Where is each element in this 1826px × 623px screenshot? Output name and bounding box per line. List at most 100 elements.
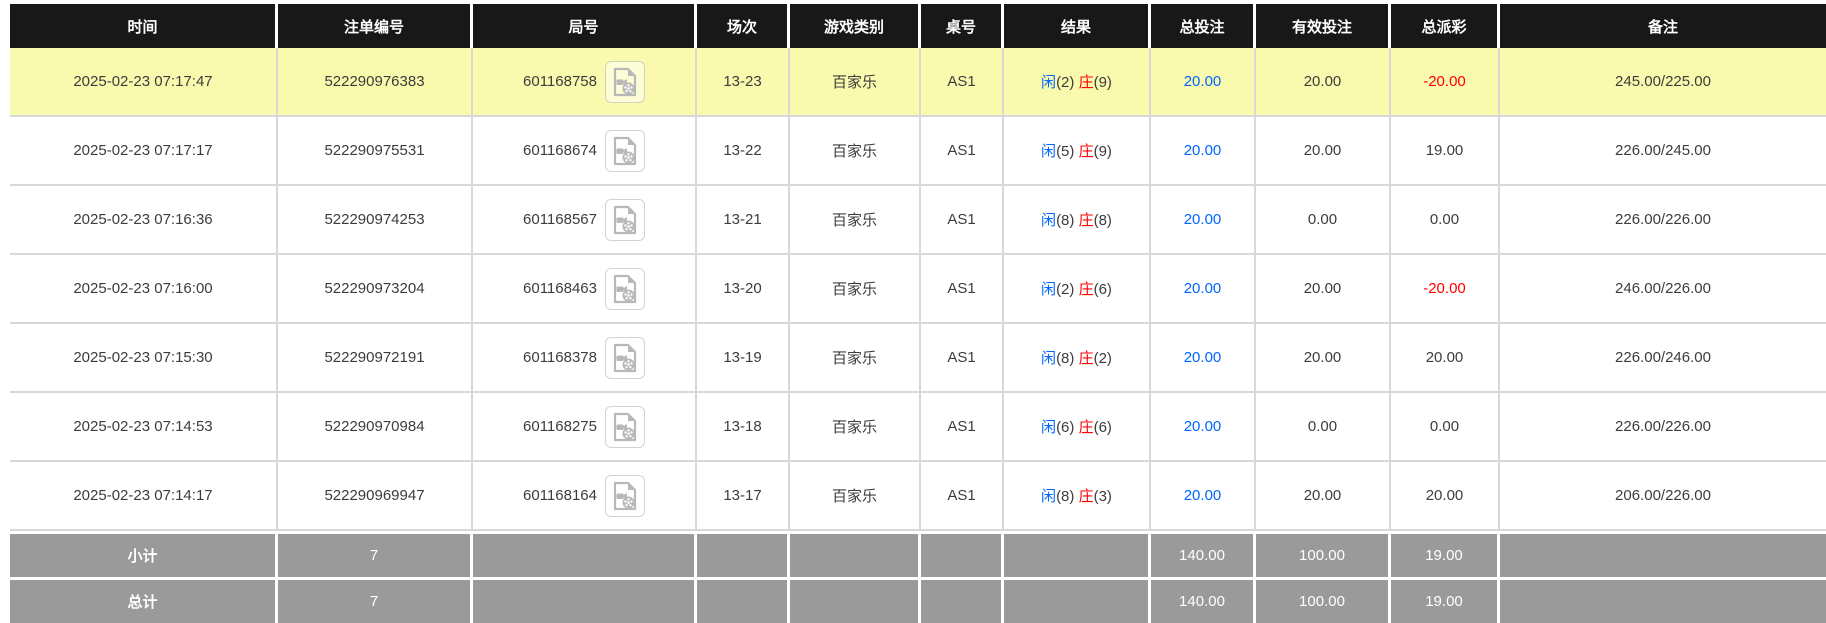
result-player-score: (8) [1056,212,1075,229]
cell-time: 2025-02-23 07:14:53 [10,393,278,462]
cell-result: 闲(6) 庄(6) [1004,393,1151,462]
video-file-icon [613,343,637,372]
cell-round-number: 601168275 [473,393,697,462]
cell-result: 闲(2) 庄(6) [1004,255,1151,324]
result-player-label: 闲 [1041,212,1057,229]
cell-table-no: AS1 [921,117,1004,186]
video-replay-button[interactable] [604,129,645,172]
cell-round-number: 601168674 [473,117,697,186]
video-file-icon [613,205,637,234]
result-player-label: 闲 [1041,143,1057,160]
result-banker-label: 庄 [1078,212,1094,229]
column-header-table-no: 桌号 [921,4,1004,48]
subtotal-empty-table [921,531,1004,577]
video-replay-button[interactable] [604,198,645,241]
cell-game-type: 百家乐 [790,462,921,531]
result-player-score: (8) [1056,488,1075,505]
column-header-total-bet: 总投注 [1151,4,1256,48]
round-number: 601168164 [523,487,597,504]
column-header-bet-no: 注单编号 [278,4,473,48]
video-file-icon [613,412,637,441]
cell-payout: 0.00 [1391,186,1500,255]
result-player-label: 闲 [1041,488,1057,505]
column-header-remark: 备注 [1500,4,1826,48]
subtotal-empty-round [473,531,697,577]
cell-game-type: 百家乐 [790,255,921,324]
cell-table-no: AS1 [921,324,1004,393]
result-banker-label: 庄 [1078,281,1094,298]
cell-total-bet: 20.00 [1151,324,1256,393]
video-file-icon [613,67,637,96]
subtotal-empty-session [697,531,790,577]
grand-total-count: 7 [278,577,473,623]
cell-payout: 19.00 [1391,117,1500,186]
cell-session: 13-20 [697,255,790,324]
result-player-score: (2) [1056,74,1075,91]
result-banker-score: (9) [1093,74,1112,91]
grand-total-empty-result [1004,577,1151,623]
cell-result: 闲(8) 庄(3) [1004,462,1151,531]
column-header-valid-bet: 有效投注 [1256,4,1391,48]
cell-total-bet: 20.00 [1151,117,1256,186]
result-banker-score: (6) [1093,419,1112,436]
result-player-score: (2) [1056,281,1075,298]
grand-total-total-bet: 140.00 [1151,577,1256,623]
result-player-label: 闲 [1041,350,1057,367]
video-file-icon [613,481,637,510]
cell-valid-bet: 20.00 [1256,255,1391,324]
grand-total-row: 总计 7 140.00 100.00 19.00 [10,577,1826,623]
cell-bet-number: 522290972191 [278,324,473,393]
video-replay-button[interactable] [604,474,645,517]
cell-payout: 0.00 [1391,393,1500,462]
cell-time: 2025-02-23 07:16:00 [10,255,278,324]
grand-total-empty-round [473,577,697,623]
cell-remark: 226.00/245.00 [1500,117,1826,186]
grand-total-valid-bet: 100.00 [1256,577,1391,623]
grand-total-empty-remark [1500,577,1826,623]
cell-total-bet: 20.00 [1151,48,1256,117]
round-number: 601168463 [523,280,597,297]
round-number: 601168758 [523,73,597,90]
video-replay-button[interactable] [604,336,645,379]
cell-round-number: 601168567 [473,186,697,255]
grand-total-label: 总计 [10,577,278,623]
cell-payout: -20.00 [1391,255,1500,324]
cell-bet-number: 522290969947 [278,462,473,531]
round-number: 601168567 [523,211,597,228]
cell-game-type: 百家乐 [790,117,921,186]
video-replay-button[interactable] [604,405,645,448]
table-row: 2025-02-23 07:16:36 522290974253 601168567… [10,186,1826,255]
subtotal-payout: 19.00 [1391,531,1500,577]
table-row: 2025-02-23 07:14:53 522290970984 601168275… [10,393,1826,462]
subtotal-label: 小计 [10,531,278,577]
subtotal-row: 小计 7 140.00 100.00 19.00 [10,531,1826,577]
cell-payout: 20.00 [1391,462,1500,531]
bet-records-table: 时间 注单编号 局号 场次 游戏类别 桌号 结果 总投注 有效投注 总派彩 备注… [10,4,1826,623]
subtotal-count: 7 [278,531,473,577]
video-replay-button[interactable] [604,60,645,103]
result-banker-label: 庄 [1078,419,1094,436]
cell-round-number: 601168164 [473,462,697,531]
cell-table-no: AS1 [921,48,1004,117]
cell-time: 2025-02-23 07:17:17 [10,117,278,186]
table-footer: 小计 7 140.00 100.00 19.00 总计 7 140.00 100… [10,531,1826,623]
column-header-game-type: 游戏类别 [790,4,921,48]
cell-table-no: AS1 [921,186,1004,255]
cell-total-bet: 20.00 [1151,255,1256,324]
result-player-label: 闲 [1041,281,1057,298]
cell-session: 13-23 [697,48,790,117]
cell-table-no: AS1 [921,393,1004,462]
grand-total-empty-table [921,577,1004,623]
cell-bet-number: 522290970984 [278,393,473,462]
column-header-result: 结果 [1004,4,1151,48]
cell-total-bet: 20.00 [1151,186,1256,255]
cell-payout: 20.00 [1391,324,1500,393]
cell-round-number: 601168463 [473,255,697,324]
column-header-time: 时间 [10,4,278,48]
cell-remark: 206.00/226.00 [1500,462,1826,531]
cell-round-number: 601168378 [473,324,697,393]
result-player-score: (6) [1056,419,1075,436]
video-replay-button[interactable] [604,267,645,310]
round-number: 601168275 [523,418,597,435]
result-player-label: 闲 [1041,419,1057,436]
